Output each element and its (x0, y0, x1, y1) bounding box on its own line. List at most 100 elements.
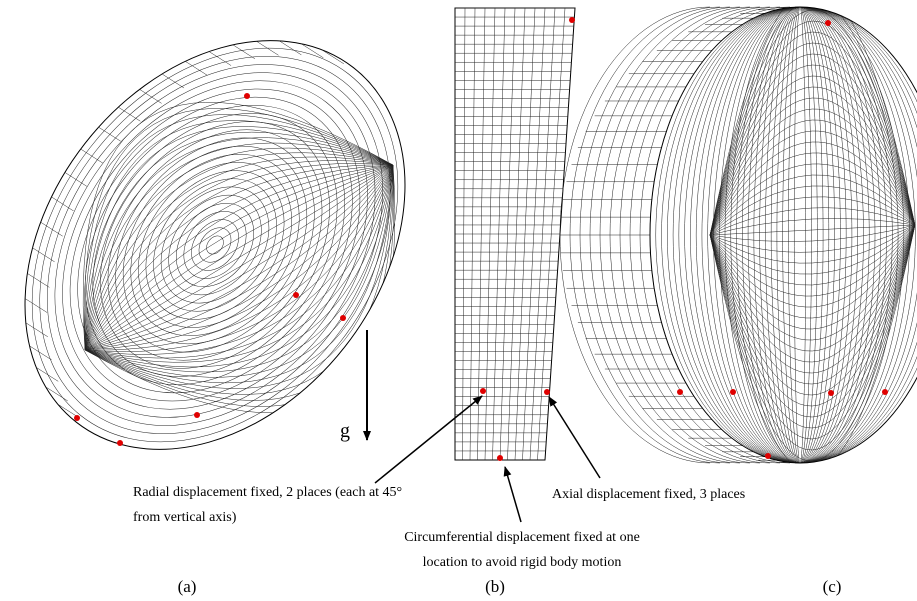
arrow (503, 466, 522, 523)
mesh-line (484, 7, 496, 461)
mesh-line (145, 170, 285, 320)
mesh-line (47, 64, 383, 426)
mesh-line (709, 224, 916, 407)
constraint-dot (117, 440, 123, 446)
mesh-line (84, 164, 394, 389)
mesh-line (84, 164, 394, 351)
mesh-line (84, 164, 394, 363)
mesh-line (84, 164, 394, 395)
mesh-line (9, 23, 421, 467)
mesh-line (27, 273, 50, 288)
mesh-line (69, 88, 361, 402)
mesh-line (709, 224, 916, 308)
constraint-dot (765, 453, 771, 459)
mesh-line (742, 7, 858, 463)
mesh-line (709, 31, 916, 236)
mesh-line (84, 164, 394, 351)
mesh-line (36, 367, 59, 382)
mesh-line (599, 6, 751, 464)
mesh-line (118, 106, 141, 122)
mesh-line (529, 7, 556, 461)
mesh-line (690, 7, 910, 463)
constraint-dot (74, 415, 80, 421)
mesh-line (776, 7, 824, 463)
constraint-dot (825, 20, 831, 26)
mesh-line (84, 120, 394, 351)
mesh-line (709, 224, 916, 236)
mesh-line (84, 164, 394, 351)
gravity-label: g (340, 420, 350, 442)
mesh-line (84, 137, 394, 351)
mesh-line (64, 172, 88, 187)
mesh-line (709, 185, 916, 236)
mesh-line (84, 164, 394, 351)
mesh-line (100, 121, 330, 369)
mesh-line (84, 164, 394, 351)
mesh-line (122, 145, 308, 345)
mesh-line (672, 7, 917, 463)
annotation: Circumferential displacement fixed at on… (404, 530, 640, 545)
annotation: location to avoid rigid body motion (423, 555, 622, 570)
mesh-line (713, 7, 887, 463)
arrow (374, 395, 483, 484)
annotation: Axial displacement fixed, 3 places (552, 487, 745, 502)
mesh-line (168, 194, 262, 296)
mesh-line (62, 80, 368, 410)
mesh-line (153, 178, 277, 312)
mesh-line (770, 7, 830, 463)
mesh-line (98, 126, 121, 142)
mesh-line (709, 224, 916, 330)
mesh-line (84, 142, 394, 351)
constraint-dot (194, 412, 200, 418)
mesh-c (559, 6, 917, 464)
constraint-dot (544, 389, 550, 395)
mesh-line (499, 7, 516, 461)
mesh-line (84, 156, 394, 351)
mesh-line (24, 298, 48, 313)
mesh-line (32, 247, 55, 263)
mesh-line (84, 164, 394, 351)
mesh-line (84, 164, 394, 384)
mesh-line (232, 44, 256, 60)
mesh-line (130, 154, 300, 336)
mesh-line (31, 47, 399, 443)
mesh-line (709, 53, 916, 236)
mesh-line (724, 7, 876, 463)
mesh-line (709, 224, 916, 297)
mesh-line (54, 72, 376, 418)
mesh-line (730, 7, 870, 463)
mesh-line (492, 7, 506, 461)
mesh-line (619, 6, 771, 464)
mesh-line (183, 211, 247, 279)
mesh-line (279, 40, 302, 56)
mesh-line (107, 129, 323, 361)
constraint-dot (730, 389, 736, 395)
mesh-line (84, 114, 394, 351)
constraint-dot (569, 17, 575, 23)
outline (24, 40, 406, 450)
mesh-line (77, 96, 353, 394)
mesh-line (788, 7, 812, 463)
mesh-line (747, 7, 853, 463)
mesh-line (83, 108, 394, 351)
mesh-line (709, 141, 916, 236)
mesh-line (537, 7, 566, 461)
arrow (548, 396, 601, 479)
mesh-line (139, 89, 162, 104)
mesh-line (84, 164, 394, 373)
mesh-line (84, 164, 394, 351)
mesh-line (709, 64, 916, 236)
mesh-line (629, 6, 781, 464)
mesh-line (477, 7, 486, 461)
mesh-b (454, 7, 576, 461)
mesh-line (759, 7, 841, 463)
mesh-line (469, 7, 476, 461)
mesh-line (84, 164, 394, 351)
mesh-line (709, 224, 916, 418)
mesh-line (709, 224, 916, 275)
mesh-line (709, 224, 916, 374)
mesh-line (84, 164, 394, 359)
mesh-line (709, 224, 916, 286)
mesh-line (559, 6, 711, 464)
mesh-line (709, 224, 916, 463)
